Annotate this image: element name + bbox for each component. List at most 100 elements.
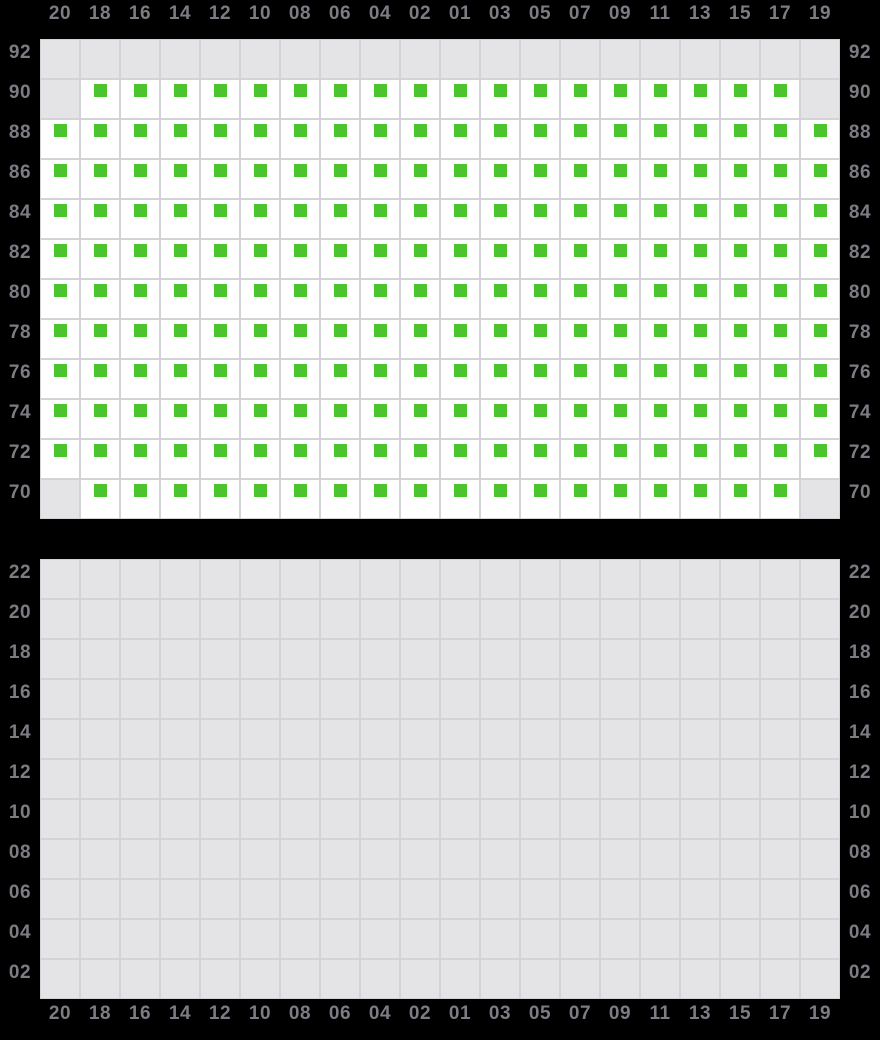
seat-cell-available[interactable] <box>120 279 160 319</box>
seat-cell-available[interactable] <box>720 79 760 119</box>
seat-cell-available[interactable] <box>320 359 360 399</box>
seat-cell-available[interactable] <box>760 279 800 319</box>
seat-cell-available[interactable] <box>120 199 160 239</box>
seat-cell-available[interactable] <box>160 119 200 159</box>
seat-cell-available[interactable] <box>640 79 680 119</box>
seat-cell-available[interactable] <box>440 119 480 159</box>
seat-cell-available[interactable] <box>360 119 400 159</box>
seat-cell-available[interactable] <box>160 199 200 239</box>
seat-cell-available[interactable] <box>240 319 280 359</box>
seat-cell-available[interactable] <box>80 119 120 159</box>
seat-cell-available[interactable] <box>480 199 520 239</box>
seat-cell-available[interactable] <box>680 319 720 359</box>
seat-cell-available[interactable] <box>800 159 840 199</box>
seat-cell-available[interactable] <box>240 79 280 119</box>
seat-cell-available[interactable] <box>200 479 240 519</box>
seat-cell-available[interactable] <box>800 399 840 439</box>
seat-cell-available[interactable] <box>480 159 520 199</box>
seat-cell-available[interactable] <box>280 279 320 319</box>
seat-cell-available[interactable] <box>720 439 760 479</box>
seat-cell-available[interactable] <box>720 479 760 519</box>
seat-cell-available[interactable] <box>680 399 720 439</box>
seat-cell-available[interactable] <box>680 199 720 239</box>
seat-cell-available[interactable] <box>200 79 240 119</box>
seat-cell-available[interactable] <box>720 399 760 439</box>
seat-cell-available[interactable] <box>320 199 360 239</box>
seat-cell-available[interactable] <box>120 119 160 159</box>
seat-cell-available[interactable] <box>640 159 680 199</box>
seat-cell-available[interactable] <box>440 159 480 199</box>
seat-cell-available[interactable] <box>480 359 520 399</box>
seat-cell-available[interactable] <box>40 439 80 479</box>
seat-cell-available[interactable] <box>560 479 600 519</box>
seat-cell-available[interactable] <box>40 159 80 199</box>
seat-cell-available[interactable] <box>80 79 120 119</box>
seat-cell-available[interactable] <box>400 79 440 119</box>
seat-cell-available[interactable] <box>560 159 600 199</box>
seat-cell-available[interactable] <box>160 439 200 479</box>
seat-cell-available[interactable] <box>760 359 800 399</box>
seat-cell-available[interactable] <box>400 479 440 519</box>
seat-cell-available[interactable] <box>440 279 480 319</box>
seat-cell-available[interactable] <box>120 239 160 279</box>
seat-cell-available[interactable] <box>120 319 160 359</box>
seat-cell-available[interactable] <box>520 319 560 359</box>
seat-cell-available[interactable] <box>680 279 720 319</box>
seat-cell-available[interactable] <box>320 79 360 119</box>
seat-cell-available[interactable] <box>200 119 240 159</box>
seat-cell-available[interactable] <box>240 439 280 479</box>
seat-cell-available[interactable] <box>200 159 240 199</box>
seat-cell-available[interactable] <box>440 439 480 479</box>
seat-cell-available[interactable] <box>640 359 680 399</box>
seat-cell-available[interactable] <box>400 159 440 199</box>
seat-cell-available[interactable] <box>80 159 120 199</box>
seat-cell-available[interactable] <box>200 359 240 399</box>
seat-cell-available[interactable] <box>160 239 200 279</box>
seat-cell-available[interactable] <box>480 479 520 519</box>
seat-cell-available[interactable] <box>320 119 360 159</box>
seat-cell-available[interactable] <box>240 159 280 199</box>
seat-cell-available[interactable] <box>560 319 600 359</box>
seat-cell-available[interactable] <box>680 479 720 519</box>
seat-cell-available[interactable] <box>440 319 480 359</box>
seat-cell-available[interactable] <box>80 439 120 479</box>
seat-cell-available[interactable] <box>800 319 840 359</box>
seat-cell-available[interactable] <box>760 479 800 519</box>
seat-cell-available[interactable] <box>720 119 760 159</box>
seat-cell-available[interactable] <box>760 159 800 199</box>
seat-cell-available[interactable] <box>440 399 480 439</box>
seat-cell-available[interactable] <box>280 159 320 199</box>
seat-cell-available[interactable] <box>360 239 400 279</box>
seat-cell-available[interactable] <box>600 79 640 119</box>
seat-cell-available[interactable] <box>520 159 560 199</box>
seat-cell-available[interactable] <box>440 239 480 279</box>
seat-cell-available[interactable] <box>720 359 760 399</box>
seat-cell-available[interactable] <box>800 119 840 159</box>
seat-cell-available[interactable] <box>40 399 80 439</box>
seat-cell-available[interactable] <box>480 399 520 439</box>
seat-cell-available[interactable] <box>400 119 440 159</box>
seat-cell-available[interactable] <box>320 279 360 319</box>
seat-cell-available[interactable] <box>160 359 200 399</box>
seat-cell-available[interactable] <box>480 79 520 119</box>
seat-cell-available[interactable] <box>280 359 320 399</box>
seat-cell-available[interactable] <box>600 119 640 159</box>
seat-cell-available[interactable] <box>720 239 760 279</box>
seat-cell-available[interactable] <box>760 399 800 439</box>
seat-cell-available[interactable] <box>400 399 440 439</box>
seat-cell-available[interactable] <box>40 279 80 319</box>
seat-cell-available[interactable] <box>760 319 800 359</box>
seat-cell-available[interactable] <box>40 359 80 399</box>
seat-cell-available[interactable] <box>80 239 120 279</box>
seat-cell-available[interactable] <box>480 119 520 159</box>
seat-cell-available[interactable] <box>520 279 560 319</box>
seat-cell-available[interactable] <box>440 199 480 239</box>
seat-cell-available[interactable] <box>640 279 680 319</box>
seat-cell-available[interactable] <box>400 199 440 239</box>
seat-cell-available[interactable] <box>600 479 640 519</box>
seat-cell-available[interactable] <box>240 279 280 319</box>
seat-cell-available[interactable] <box>120 399 160 439</box>
seat-cell-available[interactable] <box>120 79 160 119</box>
seat-cell-available[interactable] <box>800 199 840 239</box>
seat-cell-available[interactable] <box>280 399 320 439</box>
